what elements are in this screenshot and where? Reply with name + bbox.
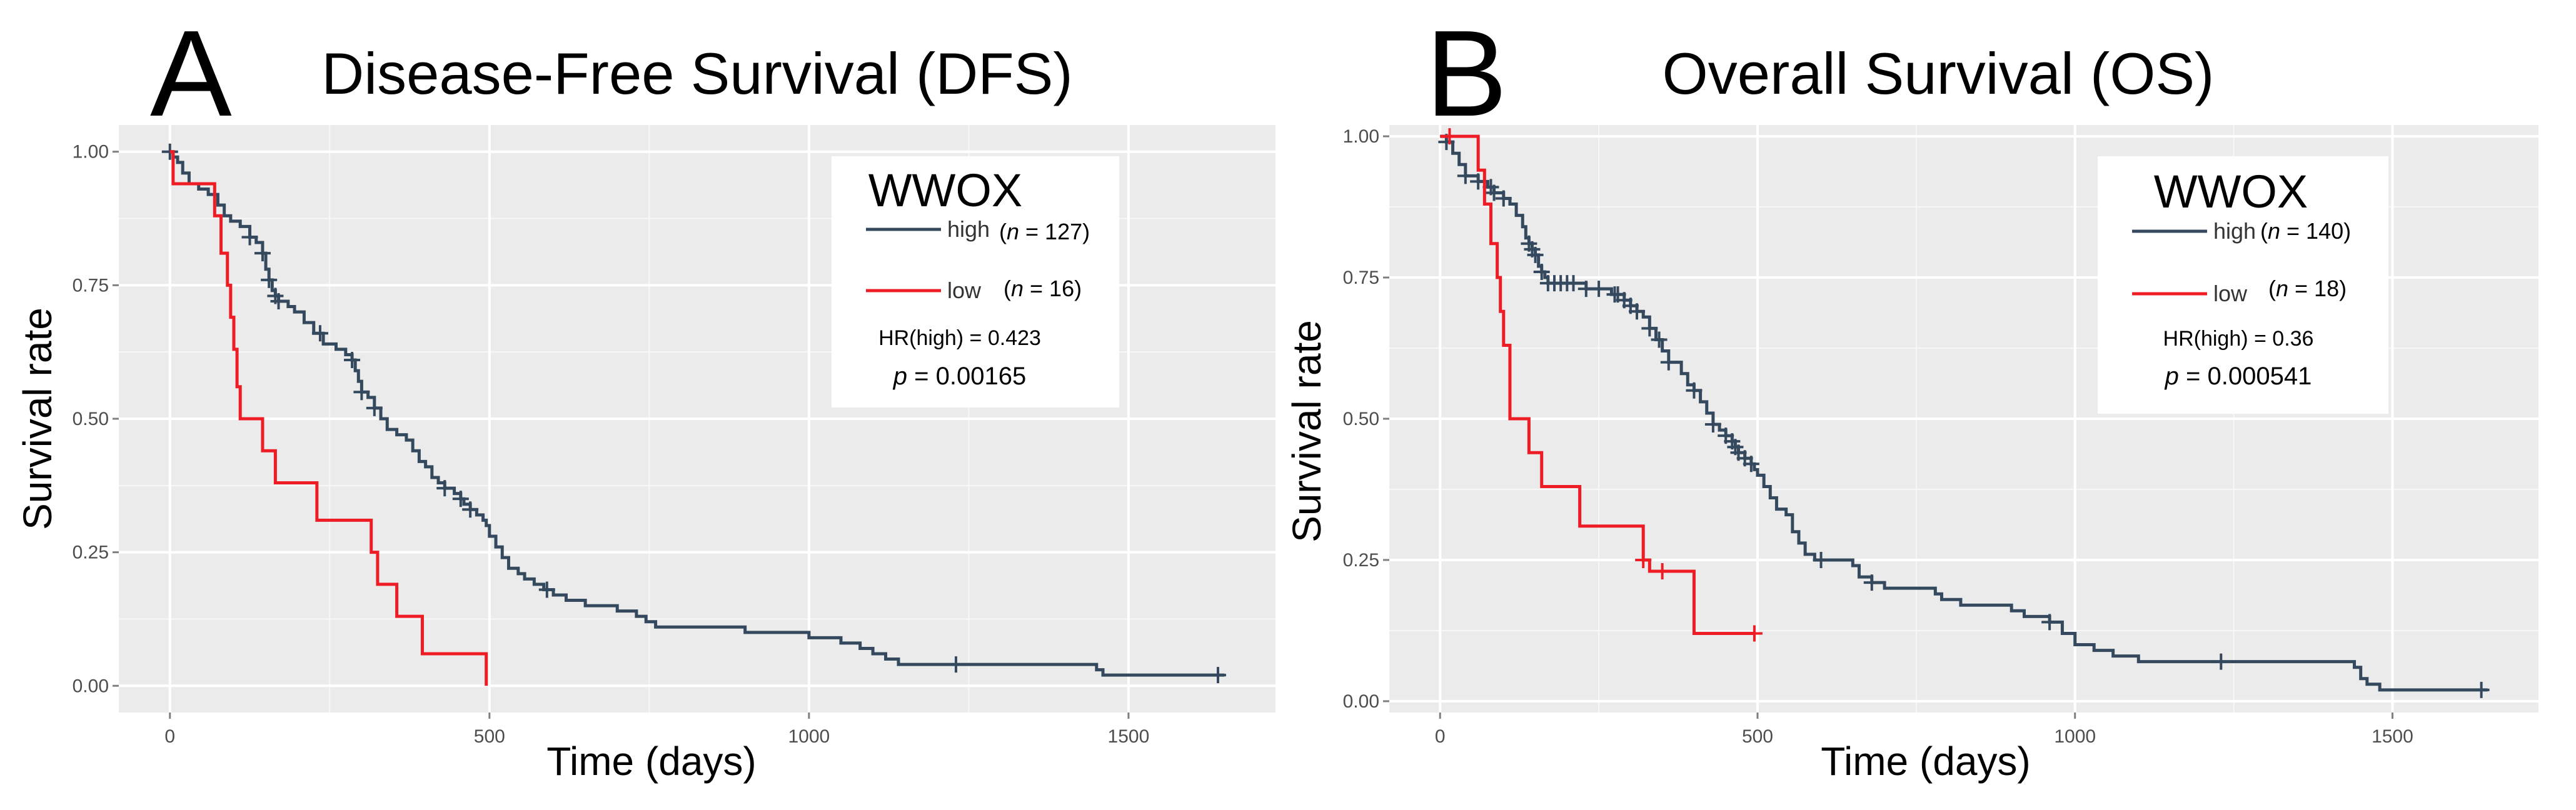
survival-curves <box>161 143 1227 686</box>
x-tick-labels: 0 500 1000 1500 <box>1435 712 2413 747</box>
y-tick-label: 0.25 <box>73 542 109 563</box>
censor-mark-high <box>1686 382 1703 399</box>
censor-mark-high <box>1813 551 1829 568</box>
y-tick-label: 0.00 <box>1343 691 1379 712</box>
censor-mark-high <box>366 399 383 416</box>
y-tick-label: 0.25 <box>1343 550 1379 571</box>
censor-mark-high <box>261 271 278 288</box>
legend: WWOX high (n = 127) low (n = 16) HR(high… <box>832 156 1119 408</box>
legend-label-high: high <box>2213 218 2256 244</box>
x-tick-label: 0 <box>1435 726 1446 747</box>
x-axis-label: Time (days) <box>1821 739 2030 784</box>
censor-mark-high <box>353 384 370 401</box>
censor-mark-low <box>1635 551 1652 568</box>
censor-mark-high <box>1651 331 1668 348</box>
survival-curves <box>1438 128 2490 698</box>
censor-mark-high <box>462 501 479 518</box>
censor-mark-high <box>344 352 361 368</box>
legend: WWOX high (n = 140) low (n = 18) HR(high… <box>2098 156 2388 414</box>
x-tick-label: 1000 <box>788 726 830 747</box>
legend-title: WWOX <box>868 164 1023 216</box>
censor-mark-high <box>1527 246 1544 263</box>
p-value: p = 0.000541 <box>2165 362 2312 390</box>
legend-label-high: high <box>947 216 990 242</box>
y-tick-label: 1.00 <box>73 142 109 162</box>
series-high-line <box>169 150 1225 677</box>
hazard-ratio: HR(high) = 0.36 <box>2163 327 2314 351</box>
y-tick-label: 0.75 <box>1343 268 1379 288</box>
panel-b: 0.00 0.25 0.50 0.75 1.00 0 500 1000 1500 B Over… <box>1284 5 2538 784</box>
censor-mark-high <box>436 480 453 497</box>
legend-n-low: (n = 16) <box>1004 276 1082 301</box>
censor-mark-high <box>311 325 328 342</box>
x-tick-labels: 0 500 1000 1500 <box>164 712 1149 747</box>
y-axis-label: Survival rate <box>1284 320 1329 542</box>
censor-mark-high <box>1863 574 1880 591</box>
chart-title: Overall Survival (OS) <box>1663 41 2215 106</box>
censor-mark-high <box>538 581 555 598</box>
censor-mark-high <box>1533 264 1550 280</box>
censor-mark-high <box>452 491 469 508</box>
censor-mark-high <box>270 293 287 309</box>
chart-title: Disease-Free Survival (DFS) <box>321 41 1072 106</box>
panel-letter: A <box>150 5 232 142</box>
y-tick-label: 0.00 <box>73 676 109 696</box>
censor-mark-high <box>1495 190 1512 207</box>
censor-mark-high <box>1486 184 1502 201</box>
p-value: p = 0.00165 <box>893 362 1026 390</box>
legend-label-low: low <box>947 278 982 303</box>
legend-box <box>832 156 1119 408</box>
censor-mark-low <box>1654 563 1671 580</box>
censor-mark-high <box>254 245 271 262</box>
censor-mark-high <box>1704 416 1721 433</box>
legend-n-high: (n = 127) <box>999 219 1090 244</box>
legend-box <box>2098 156 2388 414</box>
censor-mark-high <box>241 229 258 246</box>
censor-mark-high <box>2041 614 2058 631</box>
censor-mark-high <box>1591 281 1607 298</box>
legend-title: WWOX <box>2154 166 2308 218</box>
censor-mark-low <box>1441 128 1458 145</box>
censor-mark-high <box>1629 303 1646 320</box>
y-tick-labels: 0.00 0.25 0.50 0.75 1.00 <box>1343 126 1389 712</box>
censor-mark-high <box>1210 667 1227 684</box>
censor-mark-high <box>2473 681 2490 698</box>
x-axis-label: Time (days) <box>546 739 756 784</box>
x-tick-label: 0 <box>164 726 175 747</box>
panel-a: 0.00 0.25 0.50 0.75 1.00 0 500 1000 1500 A Dise… <box>15 5 1275 784</box>
legend-n-low: (n = 18) <box>2268 276 2347 301</box>
x-tick-label: 1500 <box>1108 726 1150 747</box>
censor-mark-high <box>1565 275 1582 292</box>
y-tick-label: 1.00 <box>1343 126 1379 147</box>
series-low-line <box>169 150 488 686</box>
x-tick-label: 500 <box>474 726 505 747</box>
x-tick-label: 1500 <box>2372 726 2413 747</box>
x-tick-label: 1000 <box>2054 726 2096 747</box>
censor-mark-high <box>1457 168 1474 184</box>
censor-mark-high <box>1743 456 1759 472</box>
y-tick-label: 0.50 <box>1343 409 1379 429</box>
y-tick-labels: 0.00 0.25 0.50 0.75 1.00 <box>73 142 119 696</box>
censor-mark-high <box>947 656 964 673</box>
legend-label-low: low <box>2213 281 2248 306</box>
censor-mark-high <box>1641 320 1658 337</box>
panel-letter: B <box>1426 5 1507 142</box>
censor-mark-high <box>1660 354 1677 371</box>
censor-mark-low <box>1746 625 1763 642</box>
y-tick-label: 0.50 <box>73 409 109 429</box>
hazard-ratio: HR(high) = 0.423 <box>878 326 1041 350</box>
censor-mark-high <box>2213 653 2230 670</box>
legend-n-high: (n = 140) <box>2260 218 2351 244</box>
y-tick-label: 0.75 <box>73 275 109 296</box>
y-axis-label: Survival rate <box>15 308 60 530</box>
x-tick-label: 500 <box>1742 726 1773 747</box>
